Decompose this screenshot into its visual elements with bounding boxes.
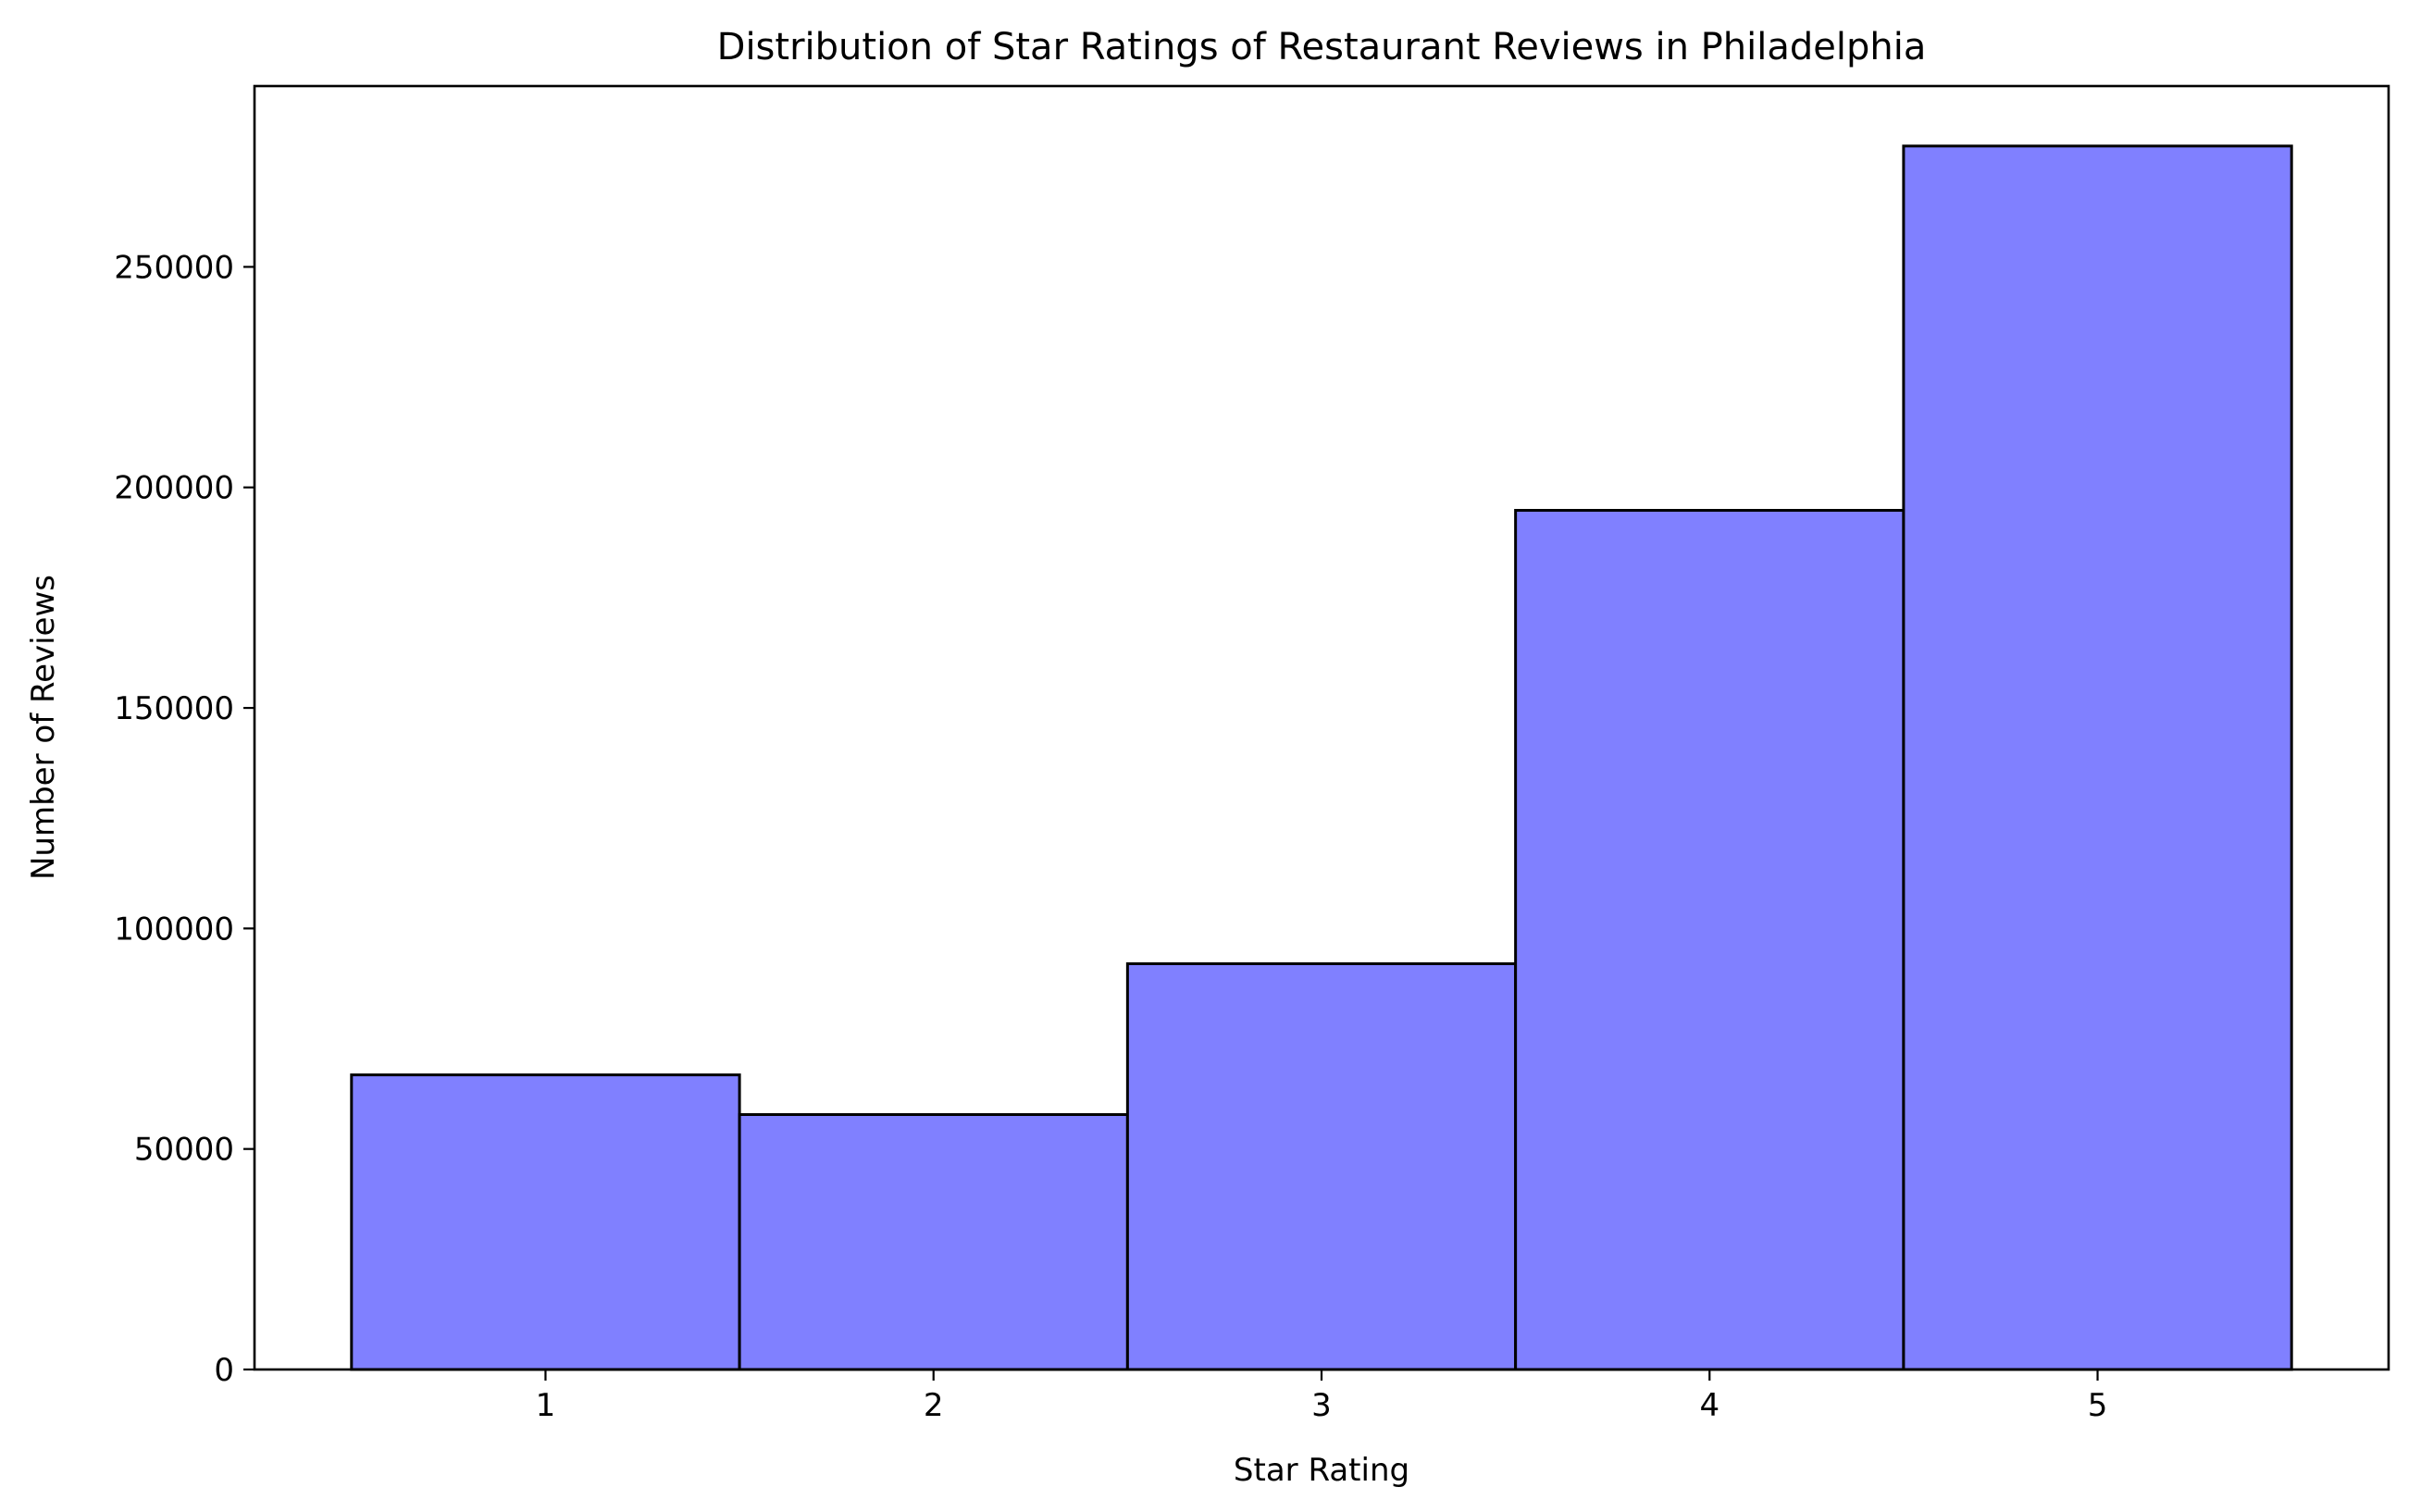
bar-rating-4 [1514, 509, 1905, 1371]
y-tick-label: 100000 [114, 911, 234, 948]
plot-frame [253, 84, 2390, 1371]
bar-rating-2 [738, 1113, 1129, 1371]
x-axis-ticks: 1 2 3 4 5 [536, 1369, 2108, 1424]
x-tick-label: 4 [1699, 1387, 1719, 1424]
y-axis-ticks: 0 50000 100000 150000 200000 250000 [114, 249, 254, 1389]
y-tick-label: 250000 [114, 249, 234, 286]
y-tick-label: 0 [214, 1352, 234, 1389]
bar-group [350, 144, 2293, 1371]
bar-rating-3 [1125, 961, 1518, 1371]
y-tick-label: 50000 [134, 1132, 234, 1169]
y-axis-label: Number of Reviews [25, 575, 62, 880]
x-tick-label: 5 [2088, 1387, 2108, 1424]
y-tick-label: 150000 [114, 690, 234, 727]
chart-title: Distribution of Star Ratings of Restaura… [717, 26, 1927, 68]
bar-rating-5 [1902, 144, 2293, 1371]
bar-rating-1 [350, 1073, 741, 1371]
y-tick-label: 200000 [114, 470, 234, 507]
x-tick-label: 1 [536, 1387, 556, 1424]
x-axis-label: Star Rating [1234, 1452, 1409, 1489]
x-tick-label: 3 [1311, 1387, 1332, 1424]
x-tick-label: 2 [924, 1387, 944, 1424]
